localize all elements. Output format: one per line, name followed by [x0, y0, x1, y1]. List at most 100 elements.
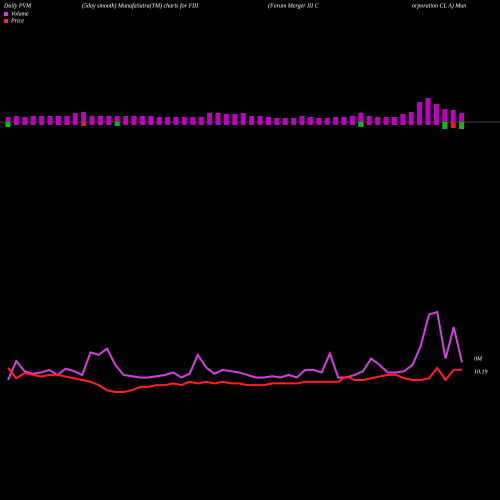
volume-bar — [165, 117, 171, 122]
volume-bar-down — [97, 122, 103, 125]
volume-bar-down — [64, 122, 70, 125]
volume-bar-down — [55, 122, 61, 125]
volume-bar-down — [442, 122, 448, 129]
volume-bar — [366, 116, 372, 122]
volume-bar — [417, 102, 423, 122]
volume-bar-down — [173, 122, 179, 125]
volume-bar-down — [459, 122, 465, 129]
volume-bar-down — [341, 122, 347, 125]
volume-bar-down — [190, 122, 196, 125]
volume-bar-down — [417, 122, 423, 125]
volume-bar — [131, 116, 137, 122]
volume-bar — [215, 113, 221, 122]
volume-bar-down — [13, 122, 19, 125]
volume-bar-down — [450, 122, 456, 128]
volume-bar — [349, 116, 355, 122]
volume-bar-down — [408, 122, 414, 125]
volume-bar — [89, 116, 95, 122]
volume-bar — [240, 113, 246, 122]
volume-bar — [55, 116, 61, 122]
volume-bar — [333, 117, 339, 122]
volume-bar — [64, 116, 70, 122]
volume-bar — [173, 117, 179, 122]
volume-bar — [30, 116, 36, 122]
volume-bar — [391, 117, 397, 122]
volume-bar-down — [81, 122, 87, 126]
volume-bar — [375, 117, 381, 122]
volume-bar-down — [333, 122, 339, 125]
volume-bar — [106, 116, 112, 122]
volume-bar — [450, 110, 456, 122]
volume-bar-down — [257, 122, 263, 125]
company-name: (Forum Merger III C — [268, 2, 320, 9]
volume-bar — [181, 117, 187, 122]
volume-bar — [22, 117, 28, 122]
volume-bar-down — [114, 122, 120, 126]
volume-bar-down — [433, 122, 439, 125]
volume-bar — [139, 116, 145, 122]
volume-bar-down — [307, 122, 313, 125]
legend-label: Volume — [11, 11, 29, 17]
volume-bar-down — [249, 122, 255, 125]
volume-bar — [223, 114, 229, 122]
volume-bar-down — [366, 122, 372, 125]
volume-bar-down — [383, 122, 389, 125]
volume-bar — [190, 117, 196, 122]
legend-swatch — [4, 19, 8, 23]
volume-bar-down — [291, 122, 297, 125]
volume-bar — [123, 116, 129, 122]
volume-bar — [47, 116, 53, 122]
volume-bar-down — [215, 122, 221, 125]
volume-bar-down — [375, 122, 381, 125]
volume-bar-down — [265, 122, 271, 125]
line-end-label: 10.19 — [474, 369, 488, 375]
volume-bar — [282, 118, 288, 122]
volume-bar-down — [198, 122, 204, 125]
volume-bar — [198, 117, 204, 122]
volume-bar — [249, 116, 255, 122]
volume-bar-down — [349, 122, 355, 125]
volume-bar-down — [139, 122, 145, 125]
volume-bar-down — [316, 122, 322, 125]
volume-bar — [433, 104, 439, 122]
volume-bar — [383, 117, 389, 122]
volume-bar-down — [156, 122, 162, 125]
volume-bar — [114, 116, 120, 122]
volume-bar-down — [47, 122, 53, 125]
volume-bar — [459, 113, 465, 122]
volume-bar-down — [106, 122, 112, 125]
volume-bar-down — [5, 122, 11, 127]
volume-bar-down — [324, 122, 330, 125]
volume-bar-down — [232, 122, 238, 125]
company-name: orporation CL A) Mun — [412, 2, 466, 9]
volume-bar — [148, 116, 154, 122]
volume-bar — [291, 118, 297, 122]
volume-bar — [324, 118, 330, 122]
line-price — [7, 366, 462, 393]
volume-bar — [358, 113, 364, 122]
volume-bar-down — [22, 122, 28, 125]
volume-bar-down — [72, 122, 78, 125]
volume-bar-down — [299, 122, 305, 125]
volume-bar — [425, 98, 431, 122]
volume-bar — [307, 117, 313, 122]
volume-bar — [72, 113, 78, 122]
volume-bar — [316, 118, 322, 122]
volume-bar-down — [400, 122, 406, 125]
volume-bar-down — [240, 122, 246, 125]
volume-bar — [341, 117, 347, 122]
volume-bar — [257, 116, 263, 122]
legend-label: Price — [10, 18, 24, 24]
volume-bar-down — [358, 122, 364, 127]
volume-bar-down — [425, 122, 431, 125]
chart-title: Daily PVM — [3, 3, 32, 9]
volume-bar — [207, 113, 213, 122]
volume-bar-down — [39, 122, 45, 125]
volume-bar-down — [89, 122, 95, 125]
volume-bar — [97, 116, 103, 122]
volume-bar — [232, 114, 238, 122]
volume-bar-down — [223, 122, 229, 125]
volume-bar — [81, 112, 87, 122]
